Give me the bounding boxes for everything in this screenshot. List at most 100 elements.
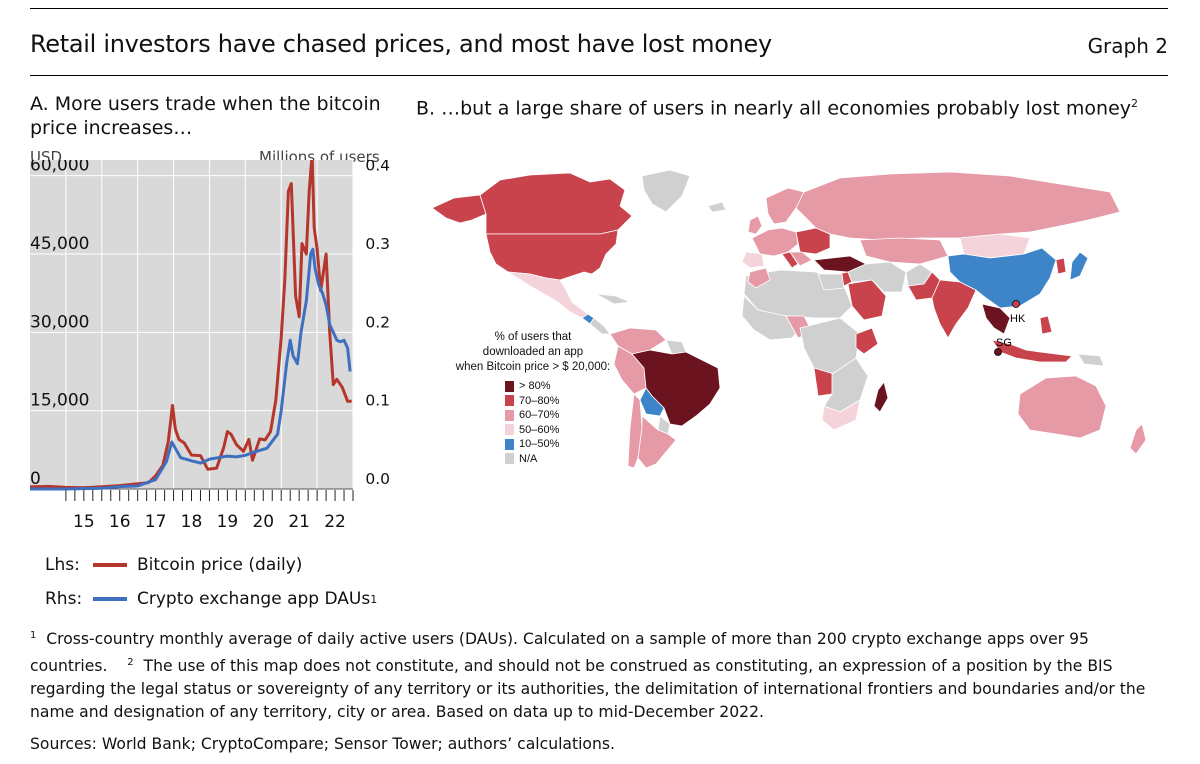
- country-caribbean: [595, 293, 631, 305]
- x-tick-label: 17: [145, 512, 167, 532]
- legend-label: Bitcoin price (daily): [137, 555, 303, 575]
- map-legend-swatch: [505, 395, 514, 407]
- map-legend-swatch: [505, 409, 514, 421]
- footnote-1: Cross-country monthly average of daily a…: [30, 630, 1089, 676]
- map-markers: HK SG: [994, 300, 1026, 356]
- map-legend-item: 60–70%: [505, 408, 638, 423]
- country-mexico: [507, 271, 589, 319]
- country-morocco: [747, 267, 771, 289]
- panel-b-footnote-mark: 2: [1131, 97, 1139, 110]
- country-iran: [847, 261, 907, 293]
- footnote-1-mark: 1: [30, 630, 37, 641]
- footnote-2: The use of this map does not constitute,…: [30, 657, 1146, 722]
- country-alaska: [431, 194, 487, 224]
- legend-footnote-mark: 1: [370, 592, 378, 606]
- country-guianas: [665, 339, 687, 355]
- map-legend-title-line: when Bitcoin price > $ 20,000:: [455, 361, 611, 373]
- country-iberia: [741, 251, 765, 269]
- legend-item-dau: Rhs: Crypto exchange app DAUs 1: [45, 582, 377, 616]
- map-legend-swatch: [505, 380, 514, 392]
- map-legend: % of users that downloaded an app when B…: [428, 330, 638, 466]
- country-korea: [1055, 257, 1067, 275]
- dau-line: [30, 247, 352, 491]
- footnote-2-mark: 2: [127, 657, 134, 669]
- country-south-africa: [821, 399, 861, 431]
- y-left-tick-label: 60,000: [30, 160, 89, 176]
- country-india: [931, 279, 977, 339]
- y-right-tick-label: 0.0: [365, 470, 390, 488]
- x-tick-label: 19: [217, 512, 239, 532]
- title-rule: [30, 75, 1168, 76]
- map-legend-label: 50–60%: [519, 423, 560, 436]
- bitcoin-price-line: [29, 160, 352, 490]
- country-central-america: [589, 317, 611, 335]
- x-tick-label: 16: [109, 512, 131, 532]
- country-usa: [485, 229, 619, 281]
- graph-number: Graph 2: [1087, 34, 1168, 58]
- country-japan: [1069, 251, 1089, 281]
- panel-b-title: B. …but a large share of users in nearly…: [416, 92, 1138, 120]
- map-legend-swatch: [505, 424, 514, 436]
- country-canada: [479, 172, 633, 235]
- y-left-tick-label: 15,000: [30, 391, 89, 411]
- country-philippines: [1039, 315, 1053, 335]
- map-legend-label: 70–80%: [519, 394, 560, 407]
- country-italy: [781, 251, 799, 269]
- country-greenland: [641, 169, 691, 213]
- country-china: [947, 247, 1057, 309]
- map-legend-label: 10–50%: [519, 438, 560, 451]
- x-tick-label: 20: [252, 512, 274, 532]
- country-balkans: [789, 251, 813, 267]
- marker-hk: [1012, 300, 1020, 308]
- y-right-tick-label: 0.4: [365, 160, 390, 175]
- country-malaysia-indonesia: [991, 339, 1073, 363]
- marker-sg-label: SG: [996, 337, 1012, 349]
- legend-item-bitcoin: Lhs: Bitcoin price (daily): [45, 548, 377, 582]
- country-new-zealand: [1129, 423, 1147, 455]
- map-legend-swatch: [505, 438, 514, 450]
- map-legend-title-line: % of users that: [494, 331, 572, 343]
- country-iceland: [707, 201, 727, 213]
- legend-side-label: Lhs:: [45, 555, 80, 575]
- y-right-tick-label: 0.2: [365, 313, 390, 331]
- map-legend-item: 10–50%: [505, 437, 638, 452]
- country-australia: [1017, 375, 1107, 439]
- country-egypt: [817, 273, 845, 291]
- y-right-tick-label: 0.3: [365, 235, 390, 253]
- map-legend-item: > 80%: [505, 379, 638, 394]
- map-legend-item: 70–80%: [505, 394, 638, 409]
- country-west-africa: [741, 295, 801, 341]
- country-uk: [747, 215, 763, 235]
- map-legend-item: N/A: [505, 452, 638, 467]
- legend-line-red: [93, 563, 127, 567]
- x-tick-label: 22: [324, 512, 346, 532]
- panel-a-legend: Lhs: Bitcoin price (daily) Rhs: Crypto e…: [45, 548, 377, 616]
- plot-background: [30, 160, 353, 489]
- map-legend-swatch: [505, 453, 514, 465]
- country-argentina: [637, 415, 677, 468]
- graph-title: Retail investors have chased prices, and…: [30, 30, 772, 58]
- country-madagascar: [873, 381, 889, 413]
- x-tick-label: 21: [288, 512, 310, 532]
- country-png: [1077, 353, 1105, 367]
- y-left-tick-label: 0: [30, 469, 41, 489]
- marker-sg: [994, 348, 1002, 356]
- panel-b-title-text: B. …but a large share of users in nearly…: [416, 97, 1132, 120]
- map-legend-items: > 80% 70–80% 60–70% 50–60% 10–50% N/A: [505, 379, 638, 466]
- legend-line-blue: [93, 597, 127, 601]
- map-land: [431, 169, 1147, 468]
- legend-label: Crypto exchange app DAUs: [137, 589, 371, 609]
- sources: Sources: World Bank; CryptoCompare; Sens…: [30, 735, 615, 753]
- legend-side-label: Rhs:: [45, 589, 83, 609]
- country-scandinavia: [765, 187, 805, 225]
- y-left-tick-label: 45,000: [30, 234, 89, 254]
- map-legend-label: N/A: [519, 452, 538, 465]
- x-tick-label: 18: [181, 512, 203, 532]
- bitcoin-dau-chart: 0 15,000 30,000 45,000 60,000 0.0 0.1 0.2 0.3 0.4…: [29, 160, 390, 532]
- marker-hk-label: HK: [1010, 313, 1026, 325]
- map-legend-label: 60–70%: [519, 409, 560, 422]
- country-russia: [795, 171, 1121, 241]
- y-right-tick-label: 0.1: [365, 392, 390, 410]
- map-legend-title-line: downloaded an app: [482, 346, 584, 358]
- top-rule: [30, 8, 1168, 9]
